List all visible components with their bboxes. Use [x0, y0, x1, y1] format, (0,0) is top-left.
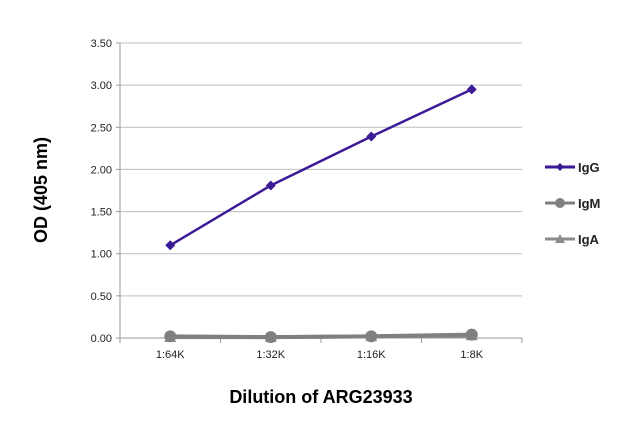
- legend: IgG IgM IgA: [545, 160, 600, 247]
- y-tick-labels: 0.00 0.50 1.00 1.50 2.00 2.50 3.00 3.50: [91, 38, 112, 345]
- legend-item-igg: IgG: [545, 160, 600, 175]
- legend-item-igm: IgM: [545, 196, 600, 211]
- circle-marker: [555, 198, 565, 208]
- y-tick-label: 3.50: [91, 38, 112, 50]
- series-igm: [164, 328, 478, 344]
- legend-label: IgM: [578, 196, 600, 211]
- y-tick-label: 3.00: [91, 80, 112, 92]
- x-tick-labels: 1:64K 1:32K 1:16K 1:8K: [156, 349, 484, 361]
- y-tick-label: 2.00: [91, 164, 112, 176]
- x-tick-label: 1:16K: [357, 349, 386, 361]
- series-line: [169, 88, 473, 247]
- y-axis-label: OD (405 nm): [31, 137, 51, 243]
- circle-marker: [465, 328, 478, 341]
- circle-marker: [264, 331, 277, 344]
- y-tick-label: 1.50: [91, 207, 112, 219]
- circle-marker: [365, 330, 378, 343]
- legend-item-iga: IgA: [545, 232, 600, 247]
- x-axis-label: Dilution of ARG23933: [229, 387, 412, 407]
- diamond-marker: [556, 163, 564, 171]
- y-tick-label: 2.50: [91, 122, 112, 134]
- legend-label: IgG: [578, 160, 600, 175]
- x-tick-label: 1:64K: [156, 349, 185, 361]
- gridlines: [116, 42, 523, 343]
- y-tick-label: 0.50: [91, 291, 112, 303]
- triangle-marker: [555, 234, 565, 243]
- diamond-marker: [366, 131, 377, 142]
- x-tick-label: 1:8K: [460, 349, 483, 361]
- series-igg: [165, 84, 477, 251]
- diamond-marker: [265, 180, 276, 191]
- y-tick-label: 0.00: [91, 333, 112, 345]
- legend-label: IgA: [578, 232, 600, 247]
- series-group: [164, 84, 478, 344]
- diamond-marker: [165, 240, 176, 251]
- x-tick-label: 1:32K: [256, 349, 285, 361]
- diamond-marker: [466, 84, 477, 95]
- series-line: [170, 332, 472, 340]
- circle-marker: [164, 330, 177, 343]
- y-tick-label: 1.00: [91, 249, 112, 261]
